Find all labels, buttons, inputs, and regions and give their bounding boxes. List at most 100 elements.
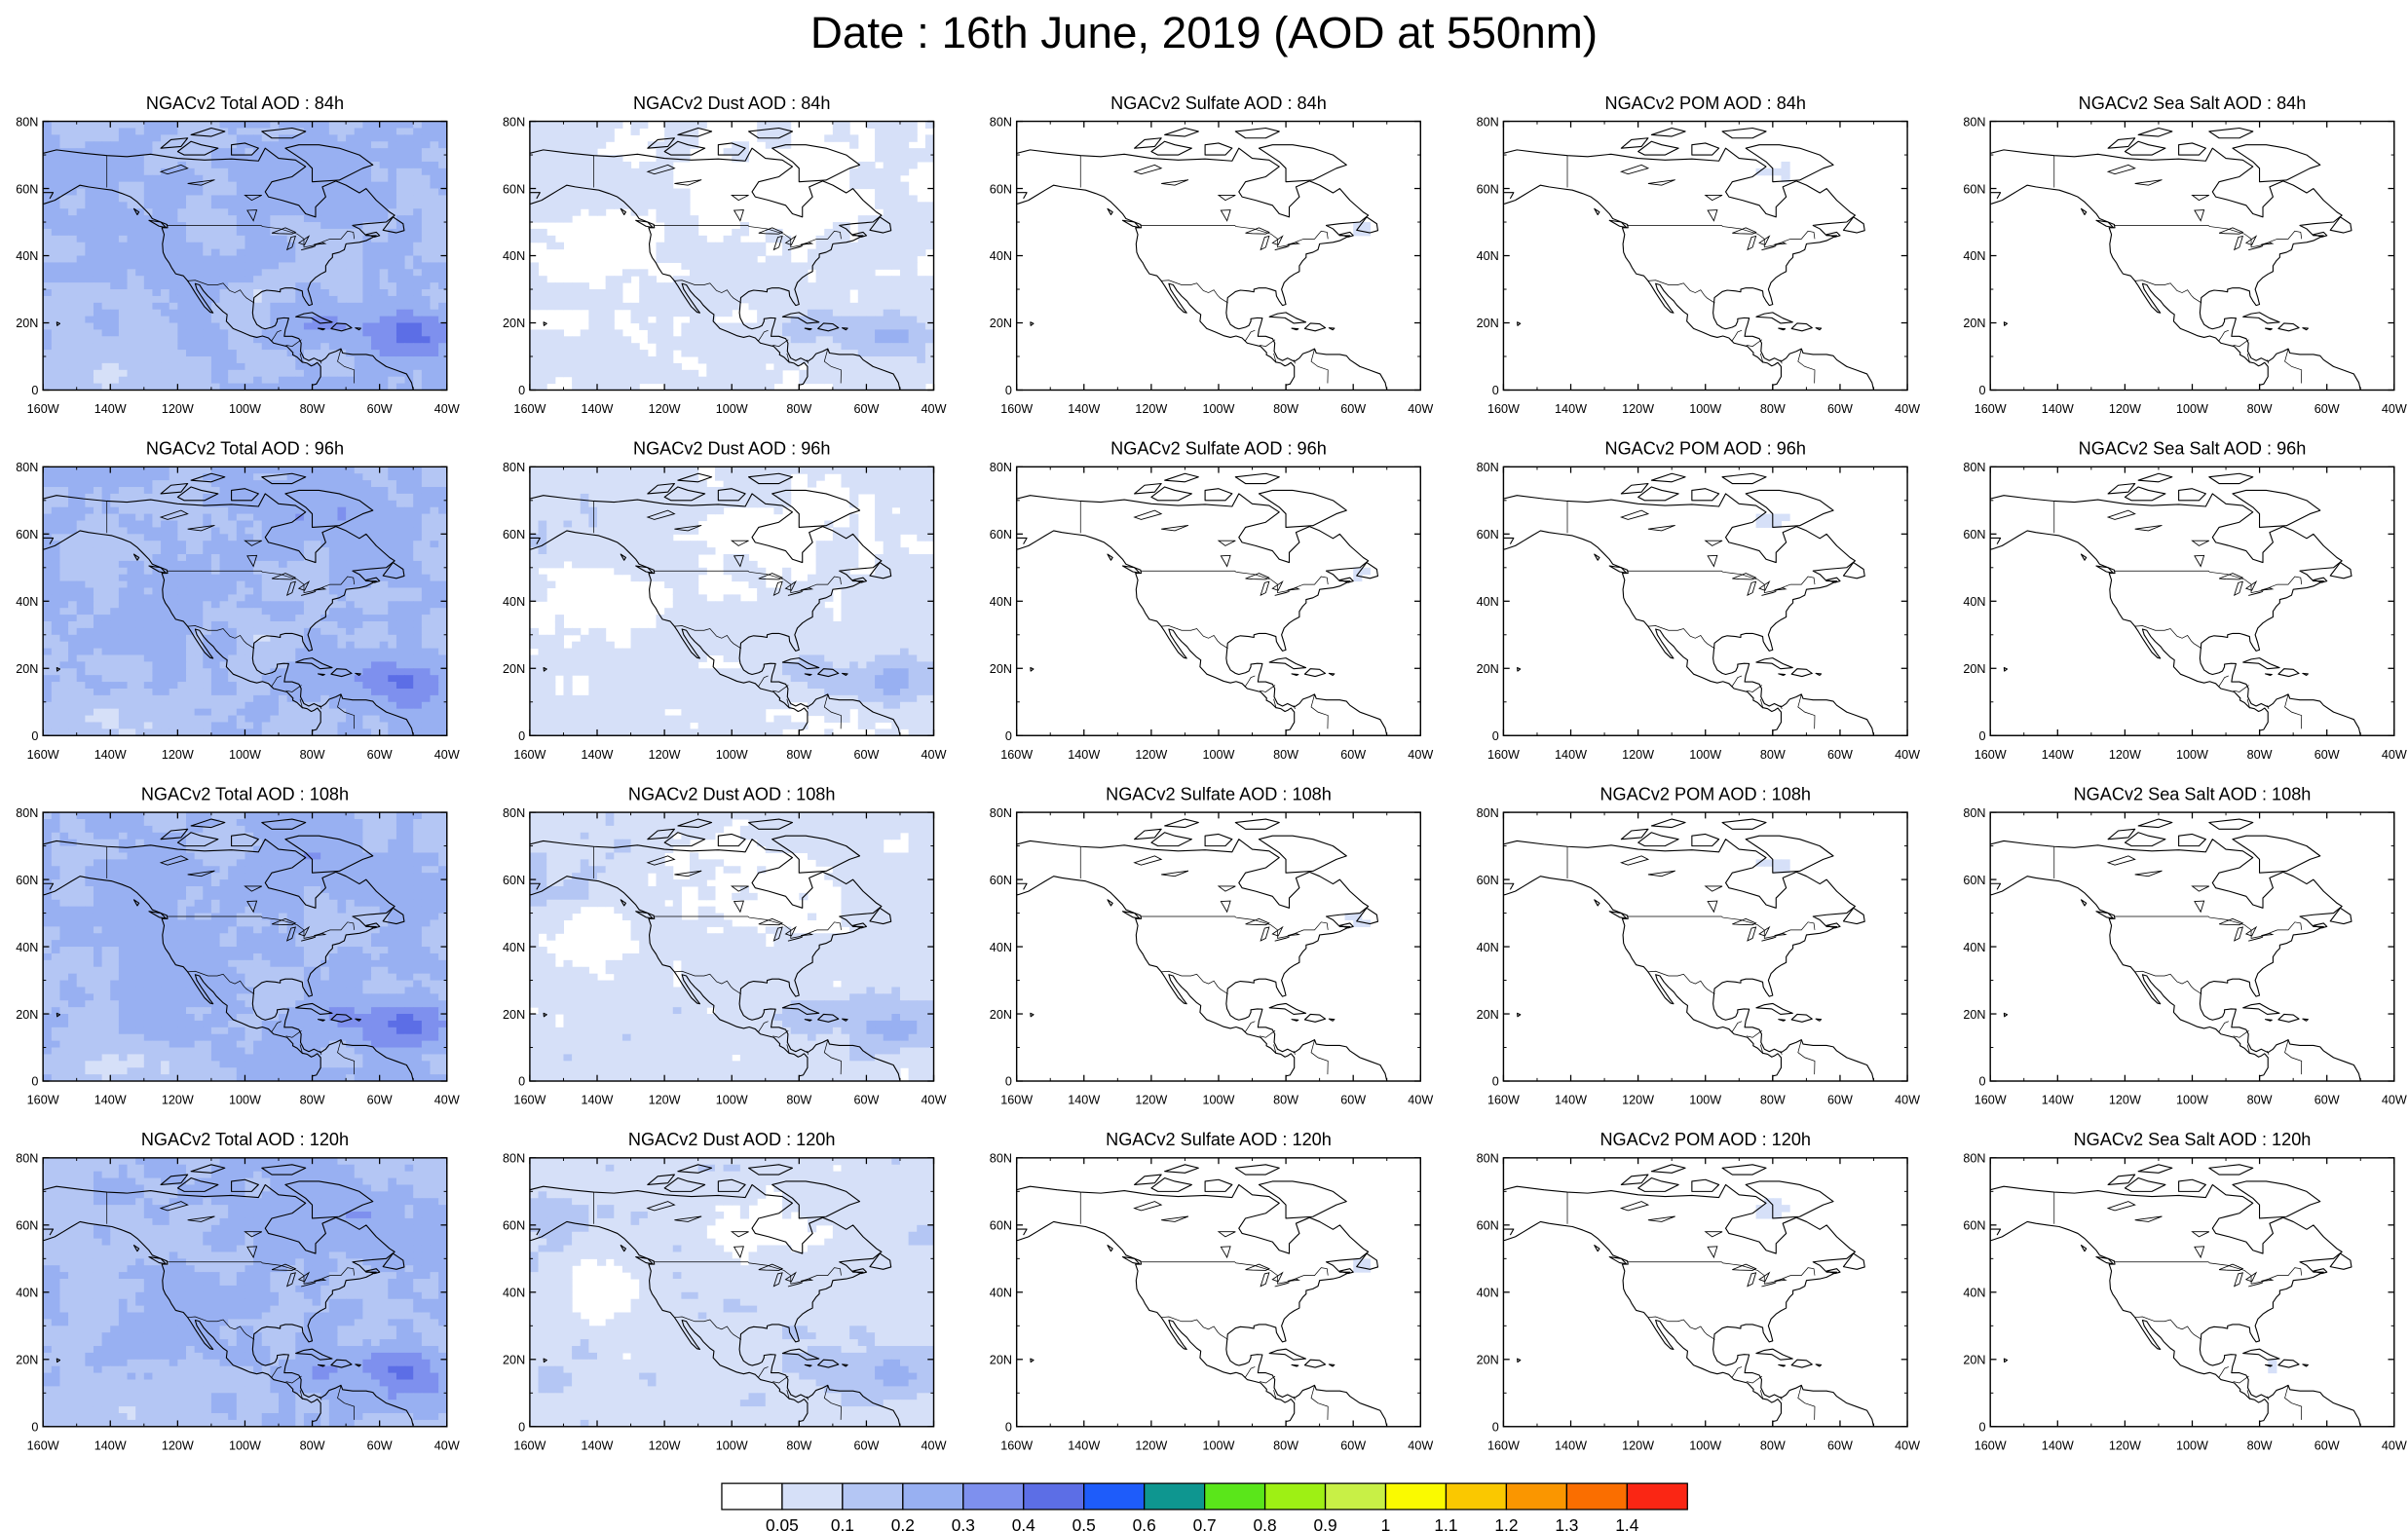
lon-tick-label: 140W: [94, 748, 127, 762]
panel-title: NGACv2 Dust AOD : 96h: [633, 439, 830, 459]
aod-field: [2268, 1359, 2277, 1374]
lon-tick-label: 100W: [1689, 1094, 1721, 1107]
lon-tick-label: 100W: [1203, 1094, 1235, 1107]
coastline-map: [43, 1164, 414, 1427]
colorbar-label: 0.9: [1313, 1515, 1336, 1531]
aod-field: [1755, 161, 1790, 183]
colorbar-swatch: [962, 1482, 1025, 1511]
map-panel: NGACv2 Total AOD : 84h 80N 60N 40N 20N 0 160W 1…: [16, 93, 460, 416]
coastline-map: [1990, 1164, 2361, 1427]
lon-tick-label: 40W: [1895, 1438, 1920, 1452]
lon-tick-label: 140W: [1068, 748, 1100, 762]
coastline-map: [1990, 472, 2361, 736]
lat-tick-label: 40N: [1963, 1287, 1985, 1300]
lat-tick-label: 40N: [1477, 595, 1499, 609]
lon-tick-label: 60W: [2314, 748, 2340, 762]
lon-tick-label: 100W: [716, 1438, 748, 1452]
lat-tick-label: 80N: [1477, 1152, 1499, 1166]
lon-tick-label: 40W: [922, 1094, 947, 1107]
lat-tick-label: 0: [1492, 729, 1499, 743]
lat-tick-label: 0: [1492, 1421, 1499, 1435]
lon-tick-label: 60W: [1827, 748, 1853, 762]
lat-tick-label: 20N: [16, 1354, 38, 1367]
panel-title: NGACv2 Total AOD : 108h: [141, 784, 349, 803]
coastline-map: [529, 127, 901, 391]
coastline-map: [1503, 472, 1875, 736]
lon-tick-label: 40W: [1408, 402, 1433, 416]
lon-tick-label: 60W: [1827, 1094, 1853, 1107]
lon-tick-label: 60W: [367, 1094, 393, 1107]
lon-tick-label: 40W: [1895, 402, 1920, 416]
lon-tick-label: 120W: [1622, 402, 1654, 416]
lat-tick-label: 60N: [503, 182, 525, 196]
lat-tick-label: 0: [31, 384, 38, 397]
map-panel: NGACv2 Sulfate AOD : 84h 80N 60N 40N 20N 0 160…: [990, 93, 1434, 416]
lat-tick-label: 0: [1978, 729, 1985, 743]
lon-tick-label: 120W: [1135, 402, 1167, 416]
lon-tick-label: 120W: [649, 402, 681, 416]
aod-field: [529, 812, 934, 1082]
lon-tick-label: 80W: [1760, 402, 1786, 416]
lat-tick-label: 20N: [990, 317, 1012, 330]
colorbar-label: 0.2: [891, 1515, 915, 1531]
lat-tick-label: 60N: [16, 874, 38, 887]
coastline-map: [1503, 818, 1875, 1082]
panel-title: NGACv2 Total AOD : 84h: [146, 93, 344, 113]
lat-tick-label: 60N: [1477, 182, 1499, 196]
map-panel: NGACv2 POM AOD : 84h 80N 60N 40N 20N 0 160W 140…: [1477, 93, 1921, 416]
lat-tick-label: 40N: [1477, 249, 1499, 263]
panel-title: NGACv2 Sea Salt AOD : 120h: [2074, 1130, 2312, 1149]
lon-tick-label: 40W: [1895, 1094, 1920, 1107]
lat-tick-label: 80N: [503, 461, 525, 474]
map-panel: NGACv2 Sea Salt AOD : 84h 80N 60N 40N 20N 0 16…: [1963, 93, 2407, 416]
lon-tick-label: 60W: [853, 402, 879, 416]
colorbar-swatch: [781, 1482, 844, 1511]
lon-tick-label: 160W: [513, 1094, 546, 1107]
lon-tick-label: 60W: [1340, 748, 1366, 762]
lon-tick-label: 60W: [2314, 1094, 2340, 1107]
lon-tick-label: 80W: [1273, 748, 1298, 762]
lon-tick-label: 160W: [1975, 748, 2007, 762]
lat-tick-label: 60N: [16, 1219, 38, 1233]
lon-tick-label: 100W: [2176, 402, 2208, 416]
lon-tick-label: 80W: [2247, 748, 2273, 762]
aod-field: [1755, 859, 1790, 874]
map-panel: NGACv2 Total AOD : 96h 80N 60N 40N 20N 0 160W 1…: [16, 439, 460, 762]
lon-tick-label: 60W: [1340, 1094, 1366, 1107]
map-panel: NGACv2 Dust AOD : 96h 80N 60N 40N 20N 0 160W 14…: [503, 439, 947, 762]
lon-tick-label: 160W: [1487, 1094, 1520, 1107]
lat-tick-label: 0: [1005, 729, 1012, 743]
lon-tick-label: 140W: [94, 1094, 127, 1107]
panel-title: NGACv2 Total AOD : 120h: [141, 1130, 349, 1149]
lon-tick-label: 140W: [2042, 402, 2074, 416]
lon-tick-label: 160W: [513, 402, 546, 416]
colorbar-swatch: [1204, 1482, 1266, 1511]
lat-tick-label: 60N: [990, 182, 1012, 196]
map-panel: NGACv2 Sea Salt AOD : 96h 80N 60N 40N 20N 0 16…: [1963, 439, 2407, 762]
lon-tick-label: 120W: [2109, 748, 2141, 762]
lon-tick-label: 80W: [786, 402, 811, 416]
lat-tick-label: 0: [1978, 1421, 1985, 1435]
lat-tick-label: 80N: [16, 461, 38, 474]
lon-tick-label: 160W: [1487, 1438, 1520, 1452]
lat-tick-label: 0: [1492, 384, 1499, 397]
lon-tick-label: 160W: [1000, 1094, 1033, 1107]
lon-tick-label: 80W: [300, 1094, 325, 1107]
lon-tick-label: 80W: [300, 1438, 325, 1452]
lat-tick-label: 20N: [503, 1008, 525, 1022]
lon-tick-label: 60W: [853, 1094, 879, 1107]
panel-title: NGACv2 Sulfate AOD : 120h: [1106, 1130, 1332, 1149]
lon-tick-label: 120W: [1135, 1438, 1167, 1452]
lon-tick-label: 100W: [229, 1438, 261, 1452]
panel-title: NGACv2 POM AOD : 120h: [1599, 1130, 1811, 1149]
colorbar-swatch: [1083, 1482, 1146, 1511]
lat-tick-label: 60N: [503, 1219, 525, 1233]
colorbar-label: 0.7: [1193, 1515, 1217, 1531]
lon-tick-label: 60W: [1827, 1438, 1853, 1452]
lon-tick-label: 120W: [1622, 1438, 1654, 1452]
lon-tick-label: 80W: [1273, 402, 1298, 416]
coastline-map: [529, 472, 901, 736]
panel-title: NGACv2 Dust AOD : 120h: [628, 1130, 836, 1149]
lon-tick-label: 100W: [716, 402, 748, 416]
lon-tick-label: 80W: [1273, 1438, 1298, 1452]
